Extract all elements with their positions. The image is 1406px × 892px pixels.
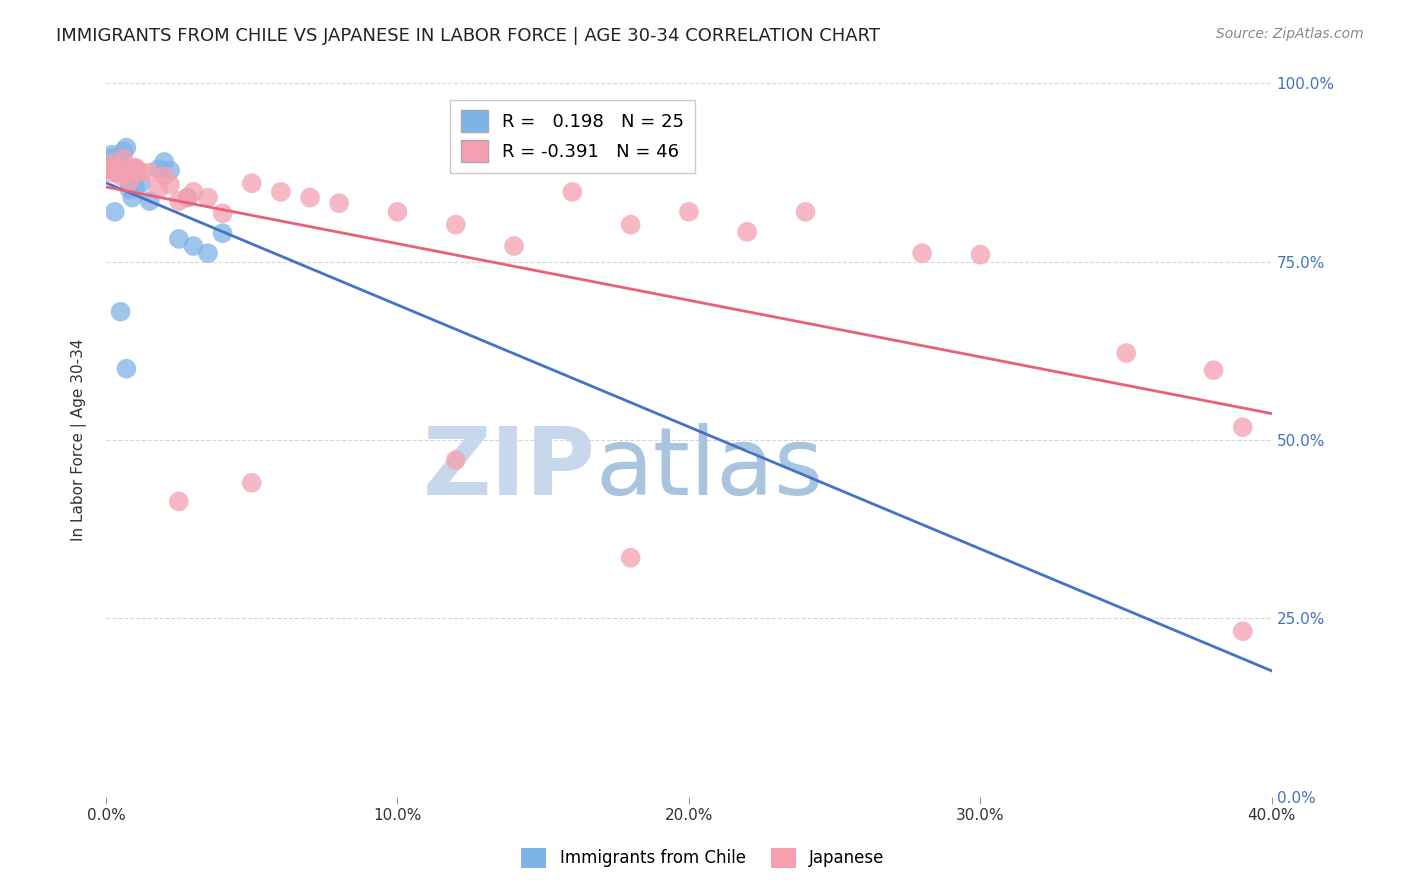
Point — [620, 218, 643, 232]
Point — [97, 161, 120, 176]
Point — [270, 185, 292, 199]
Point — [1232, 624, 1254, 639]
Point — [211, 226, 233, 240]
Text: ZIP: ZIP — [423, 423, 596, 515]
Point — [112, 151, 135, 165]
Point — [503, 239, 526, 253]
Point — [197, 190, 219, 204]
Point — [138, 165, 160, 179]
Point — [153, 169, 176, 183]
Point — [118, 182, 141, 196]
Point — [159, 178, 181, 192]
Point — [444, 218, 467, 232]
Point — [183, 185, 205, 199]
Point — [124, 161, 146, 176]
Point — [124, 179, 146, 194]
Point — [101, 156, 124, 170]
Point — [1232, 420, 1254, 434]
Point — [678, 204, 700, 219]
Point — [124, 161, 146, 176]
Point — [97, 161, 120, 176]
Point — [101, 151, 124, 165]
Point — [176, 190, 198, 204]
Point — [167, 194, 190, 208]
Point — [620, 550, 643, 565]
Point — [112, 145, 135, 159]
Point — [107, 165, 129, 179]
Point — [104, 158, 127, 172]
Point — [240, 176, 263, 190]
Point — [1202, 363, 1225, 377]
Point — [148, 182, 170, 196]
Point — [104, 204, 127, 219]
Point — [107, 163, 129, 178]
Point — [240, 475, 263, 490]
Point — [110, 161, 132, 176]
Point — [444, 453, 467, 467]
Legend: R =   0.198   N = 25, R = -0.391   N = 46: R = 0.198 N = 25, R = -0.391 N = 46 — [450, 100, 695, 172]
Point — [107, 165, 129, 179]
Y-axis label: In Labor Force | Age 30-34: In Labor Force | Age 30-34 — [72, 339, 87, 541]
Point — [121, 165, 143, 179]
Point — [110, 154, 132, 169]
Point — [115, 161, 138, 176]
Text: atlas: atlas — [596, 423, 824, 515]
Point — [969, 247, 991, 261]
Point — [115, 361, 138, 376]
Point — [138, 194, 160, 208]
Point — [167, 232, 190, 246]
Text: Source: ZipAtlas.com: Source: ZipAtlas.com — [1216, 27, 1364, 41]
Point — [1115, 346, 1137, 360]
Point — [299, 190, 322, 204]
Point — [794, 204, 817, 219]
Point — [124, 161, 146, 175]
Text: IMMIGRANTS FROM CHILE VS JAPANESE IN LABOR FORCE | AGE 30-34 CORRELATION CHART: IMMIGRANTS FROM CHILE VS JAPANESE IN LAB… — [56, 27, 880, 45]
Point — [101, 165, 124, 179]
Point — [183, 239, 205, 253]
Point — [121, 190, 143, 204]
Point — [159, 163, 181, 178]
Point — [328, 196, 350, 211]
Point — [735, 225, 758, 239]
Point — [561, 185, 583, 199]
Point — [176, 190, 198, 204]
Point — [129, 165, 152, 179]
Legend: Immigrants from Chile, Japanese: Immigrants from Chile, Japanese — [515, 841, 891, 875]
Point — [129, 176, 152, 190]
Point — [104, 161, 127, 176]
Point — [197, 246, 219, 260]
Point — [387, 204, 409, 219]
Point — [118, 175, 141, 189]
Point — [110, 169, 132, 183]
Point — [153, 154, 176, 169]
Point — [101, 148, 124, 162]
Point — [911, 246, 934, 260]
Point — [167, 494, 190, 508]
Point — [115, 141, 138, 155]
Point — [148, 161, 170, 176]
Point — [211, 206, 233, 220]
Point — [110, 304, 132, 318]
